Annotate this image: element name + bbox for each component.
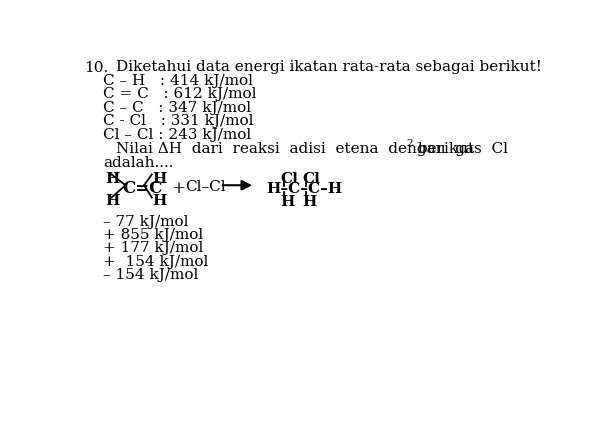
Text: berikut: berikut [413, 142, 474, 156]
Text: – 154 kJ/mol: – 154 kJ/mol [103, 268, 198, 282]
Text: + 177 kJ/mol: + 177 kJ/mol [103, 242, 203, 256]
Text: H–C–C–H: H–C–C–H [266, 182, 343, 196]
Text: Diketahui data energi ikatan rata-rata sebagai berikut!: Diketahui data energi ikatan rata-rata s… [116, 60, 542, 74]
Text: C – C   : 347 kJ/mol: C – C : 347 kJ/mol [103, 101, 251, 115]
Text: H: H [152, 172, 166, 186]
Text: 2: 2 [406, 139, 413, 148]
Text: adalah....: adalah.... [103, 156, 174, 169]
Text: H: H [106, 194, 120, 208]
Text: Nilai ΔH  dari  reaksi  adisi  etena  dengan  gas  Cl: Nilai ΔH dari reaksi adisi etena dengan … [116, 142, 508, 156]
Text: Cl: Cl [280, 172, 299, 186]
Text: 10.: 10. [84, 60, 108, 74]
Text: C=C: C=C [123, 180, 163, 197]
Text: +: + [171, 180, 185, 197]
Text: H: H [106, 172, 120, 186]
Text: H: H [280, 195, 295, 209]
Text: – 77 kJ/mol: – 77 kJ/mol [103, 214, 189, 228]
Text: C - Cl   : 331 kJ/mol: C - Cl : 331 kJ/mol [103, 114, 254, 128]
Text: C – H   : 414 kJ/mol: C – H : 414 kJ/mol [103, 74, 253, 88]
Text: H: H [302, 195, 316, 209]
Text: C = C   : 612 kJ/mol: C = C : 612 kJ/mol [103, 88, 257, 102]
Text: Cl–Cl: Cl–Cl [185, 180, 226, 194]
Text: Cl – Cl : 243 kJ/mol: Cl – Cl : 243 kJ/mol [103, 128, 251, 142]
Text: H: H [152, 194, 166, 208]
Text: Cl: Cl [302, 172, 320, 186]
Text: + 855 kJ/mol: + 855 kJ/mol [103, 228, 203, 242]
Text: +  154 kJ/mol: + 154 kJ/mol [103, 255, 208, 269]
